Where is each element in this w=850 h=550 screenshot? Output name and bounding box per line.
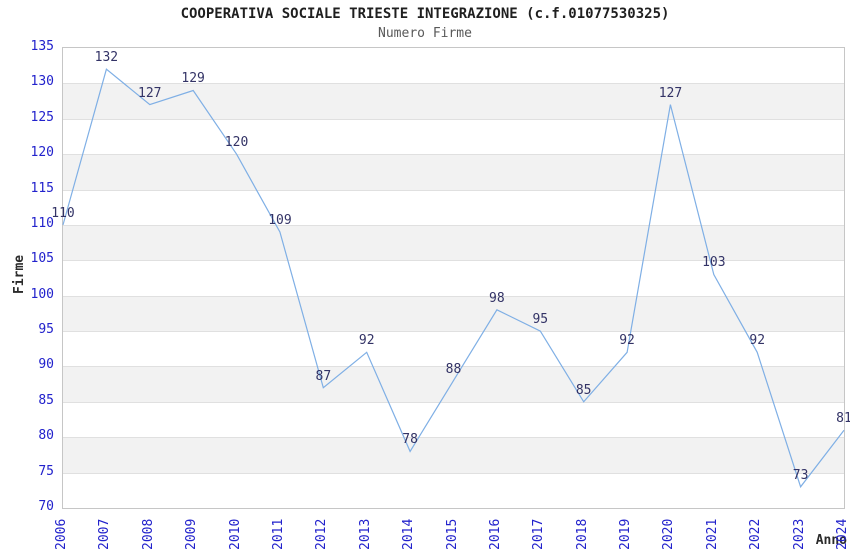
data-point-label: 98: [489, 290, 505, 306]
x-tick-label: 2015: [444, 518, 460, 550]
y-tick-label: 95: [38, 322, 54, 338]
gridline: [63, 83, 844, 85]
chart-title: COOPERATIVA SOCIALE TRIESTE INTEGRAZIONE…: [180, 6, 670, 22]
plot-band: [63, 437, 844, 473]
series-line: [62, 68, 845, 489]
plot-band: [63, 154, 844, 190]
x-tick-label: 2023: [791, 518, 807, 550]
y-tick-label: 85: [38, 392, 54, 408]
y-tick-label: 70: [38, 499, 54, 514]
plot-band: [63, 260, 844, 296]
gridline: [63, 189, 844, 191]
data-point-label: 78: [402, 432, 418, 448]
gridline: [63, 295, 844, 297]
gridline: [63, 260, 844, 262]
plot-band: [63, 366, 844, 402]
data-point-label: 132: [94, 50, 119, 66]
y-tick-label: 120: [30, 145, 54, 161]
x-tick-label: 2013: [357, 518, 373, 550]
x-tick-label: 2011: [270, 518, 286, 550]
x-tick-label: 2018: [574, 518, 590, 550]
gridline: [63, 224, 844, 226]
gridline: [63, 472, 844, 474]
x-tick-label: 2007: [97, 518, 113, 550]
y-tick-label: 135: [30, 39, 54, 54]
y-tick-label: 75: [38, 463, 54, 479]
x-tick-label: 2006: [54, 518, 69, 550]
plot-band: [63, 83, 844, 119]
y-tick-label: 130: [30, 74, 54, 90]
gridline: [63, 118, 844, 120]
x-tick-label: 2020: [661, 518, 677, 550]
data-point-label: 127: [138, 85, 162, 101]
x-tick-label: 2008: [140, 518, 156, 550]
data-point-label: 127: [658, 85, 683, 101]
data-point-label: 87: [315, 368, 332, 384]
series-polyline: [62, 68, 845, 489]
plot-band: [63, 189, 844, 225]
data-point-label: 73: [792, 467, 809, 483]
plot-band: [63, 472, 844, 508]
plot-band: [63, 118, 844, 155]
x-tick-label: 2017: [531, 518, 547, 550]
gridline: [63, 331, 844, 333]
x-tick-label: 2024: [835, 518, 850, 550]
x-tick-label: 2016: [487, 518, 503, 550]
y-tick-label: 110: [30, 215, 54, 231]
y-tick-label: 115: [30, 180, 54, 196]
x-tick-label: 2012: [314, 518, 330, 550]
x-tick-label: 2014: [401, 518, 417, 550]
y-tick-label: 80: [38, 428, 54, 444]
data-point-label: 103: [702, 255, 726, 271]
plot-band: [63, 48, 844, 84]
plot-band: [63, 224, 844, 261]
gridline: [63, 437, 844, 439]
x-tick-label: 2021: [704, 518, 720, 550]
data-point-label: 92: [358, 333, 375, 349]
data-point-label: 88: [445, 361, 462, 377]
data-point-label: 129: [181, 71, 205, 87]
gridline: [63, 401, 844, 403]
data-point-label: 110: [51, 205, 75, 221]
data-point-label: 95: [532, 312, 549, 328]
data-point-label: 85: [575, 382, 592, 398]
y-tick-label: 100: [30, 286, 54, 302]
data-point-label: 92: [749, 333, 766, 349]
gridline: [63, 154, 844, 156]
data-point-label: 81: [836, 411, 850, 427]
y-tick-label: 105: [30, 251, 54, 267]
plot-band: [63, 295, 844, 332]
x-tick-label: 2022: [748, 518, 764, 550]
data-point-label: 92: [619, 333, 635, 349]
x-tick-label: 2009: [184, 518, 200, 550]
chart-subtitle: Numero Firme: [378, 26, 472, 41]
data-point-label: 120: [224, 135, 249, 151]
x-tick-label: 2010: [227, 518, 243, 550]
data-point-label: 109: [268, 213, 292, 228]
x-axis-title: Anno: [815, 533, 847, 548]
x-tick-label: 2019: [618, 518, 634, 550]
y-tick-label: 90: [38, 357, 54, 373]
plot-band: [63, 331, 844, 367]
gridline: [63, 366, 844, 368]
y-tick-label: 125: [30, 109, 54, 125]
plot-band: [63, 401, 844, 438]
plot-area: 110 132 127 129 120 109 87 92 78 88 98 95 85 92 127 103…: [51, 47, 850, 509]
